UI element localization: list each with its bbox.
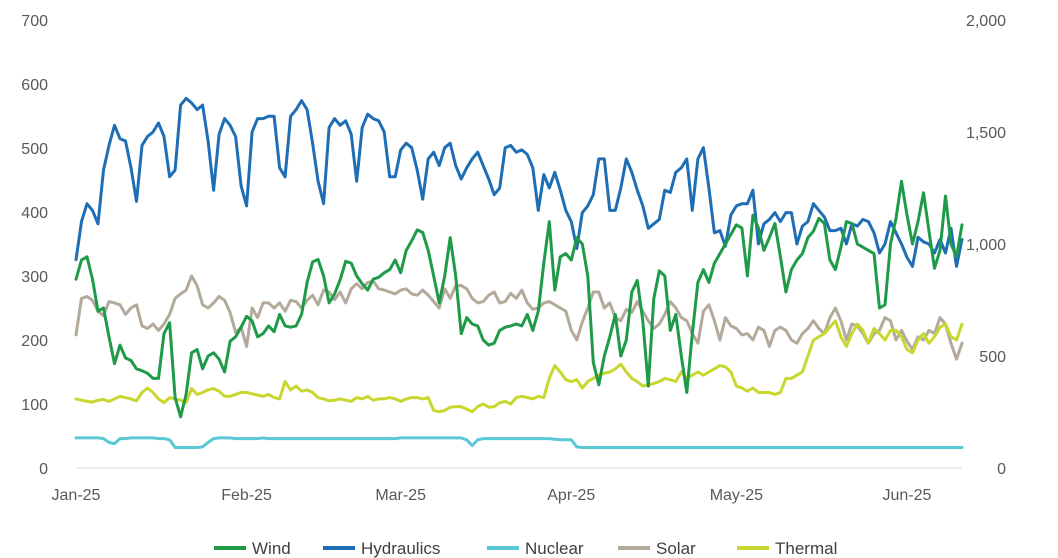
series-line-thermal (74, 319, 964, 414)
y-right-tick-label: 0 (997, 461, 1006, 478)
series-line-wind (74, 179, 964, 419)
x-tick-label: Apr-25 (547, 487, 595, 504)
y-left-tick-label: 300 (21, 269, 48, 286)
y-right-tick-label: 1,000 (966, 237, 1006, 254)
series-line-solar (74, 274, 964, 361)
legend-label-wind: Wind (252, 539, 291, 558)
y-left-tick-label: 700 (21, 13, 48, 30)
left-axis: 0 100 200 300 400 500 600 700 (21, 13, 48, 478)
legend-label-solar: Solar (656, 539, 696, 558)
x-axis: Jan-25 Feb-25 Mar-25 Apr-25 May-25 Jun-25 (52, 487, 932, 504)
series-line-nuclear (74, 436, 964, 449)
y-left-tick-label: 500 (21, 141, 48, 158)
y-left-tick-label: 100 (21, 397, 48, 414)
y-right-tick-label: 500 (979, 349, 1006, 366)
series-group (74, 96, 964, 449)
x-tick-label: Jun-25 (883, 487, 932, 504)
y-left-tick-label: 600 (21, 77, 48, 94)
x-tick-label: Jan-25 (52, 487, 101, 504)
y-left-tick-label: 200 (21, 333, 48, 350)
right-axis: 0 500 1,000 1,500 2,000 (966, 13, 1006, 478)
legend: Wind Hydraulics Nuclear Solar Thermal (214, 539, 837, 558)
x-tick-label: Mar-25 (375, 487, 426, 504)
series-line-hydraulics (74, 96, 964, 268)
legend-label-hydraulics: Hydraulics (361, 539, 440, 558)
y-left-tick-label: 400 (21, 205, 48, 222)
x-tick-label: Feb-25 (221, 487, 272, 504)
legend-label-thermal: Thermal (775, 539, 837, 558)
y-left-tick-label: 0 (39, 461, 48, 478)
legend-label-nuclear: Nuclear (525, 539, 584, 558)
x-tick-label: May-25 (710, 487, 763, 504)
y-right-tick-label: 1,500 (966, 125, 1006, 142)
y-right-tick-label: 2,000 (966, 13, 1006, 30)
